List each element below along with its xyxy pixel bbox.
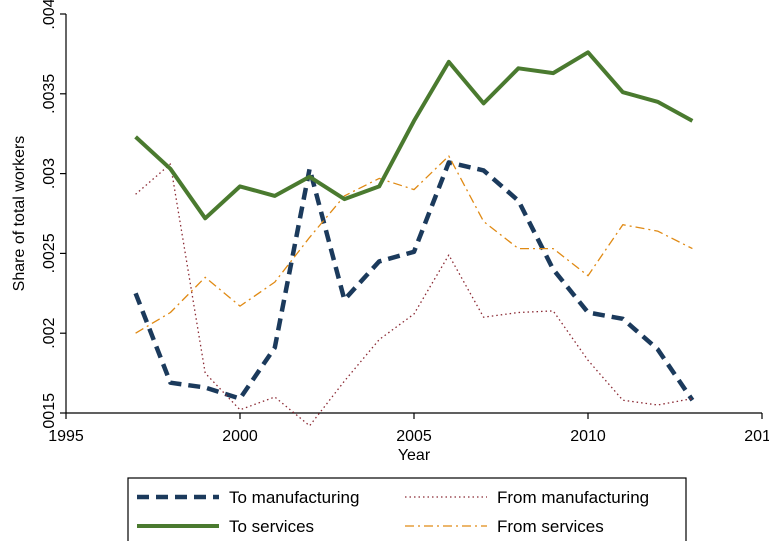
x-tick-label: 1995 (48, 428, 84, 445)
legend: To manufacturing From manufacturing To ser… (127, 477, 687, 541)
y-tick-label: .0025 (41, 233, 58, 273)
y-axis-title: Share of total workers (11, 136, 28, 292)
y-tick-label: .0035 (41, 74, 58, 114)
axes: .0015 .002 .0025 .003 .0035 .004 1995 2000 2005 2… (41, 0, 769, 445)
series-line-from-manufacturing (135, 163, 693, 427)
series-line-from-services (135, 155, 693, 334)
x-tick-label: 2005 (396, 428, 432, 445)
y-tick-label: .004 (41, 0, 58, 30)
x-axis-title: Year (398, 447, 431, 464)
legend-label: From services (497, 517, 604, 536)
y-tick-label: .002 (41, 318, 58, 349)
series-line-to-manufacturing (133, 160, 695, 402)
series-line-to-services (134, 50, 694, 221)
legend-box (127, 477, 687, 541)
legend-label: To manufacturing (229, 488, 359, 507)
x-tick-label: 2015 (744, 428, 769, 445)
legend-label: To services (229, 517, 314, 536)
legend-label: From manufacturing (497, 488, 649, 507)
y-tick-label: .0015 (41, 393, 58, 433)
x-tick-label: 2010 (570, 428, 606, 445)
series-lines (133, 50, 695, 427)
y-tick-label: .003 (41, 158, 58, 189)
x-tick-label: 2000 (222, 428, 258, 445)
